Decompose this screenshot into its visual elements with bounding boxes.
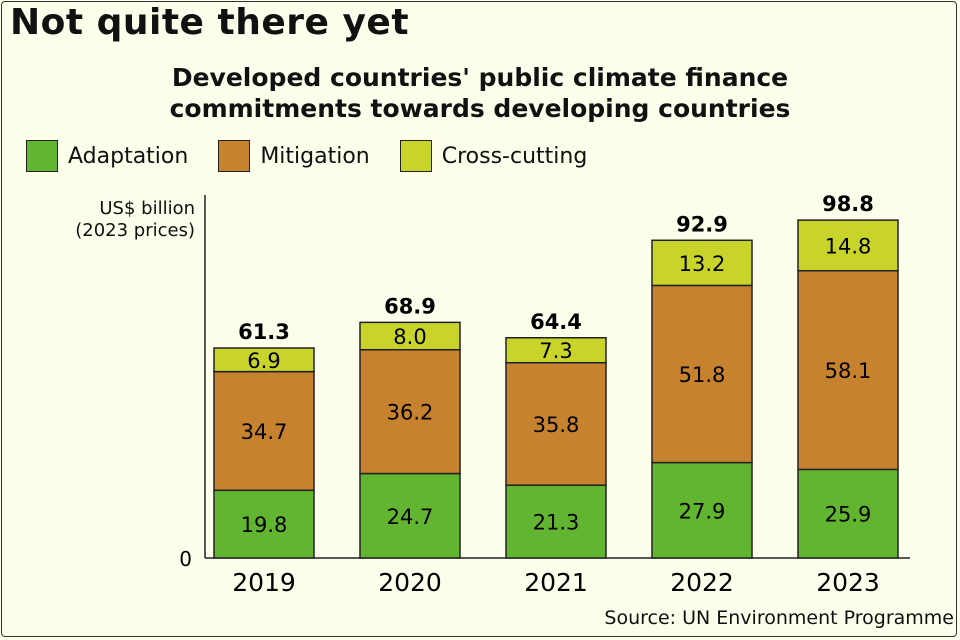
bar-label-cross-cutting-2019: 6.9 <box>247 349 280 373</box>
bar-label-adaptation-2022: 27.9 <box>679 499 726 523</box>
bar-label-mitigation-2020: 36.2 <box>387 401 434 425</box>
source-note: Source: UN Environment Programme <box>604 607 954 629</box>
bar-adaptation-2019 <box>213 489 315 559</box>
legend-item-mitigation: Mitigation <box>218 140 370 172</box>
subtitle-line-2: commitments towards developing countries <box>169 94 791 123</box>
bar-label-mitigation-2023: 58.1 <box>825 359 872 383</box>
unit-line-1: US$ billion <box>99 198 195 219</box>
chart-subtitle: Developed countries' public climate fina… <box>0 62 960 124</box>
total-label-2021: 64.4 <box>530 310 582 334</box>
total-label-2019: 61.3 <box>238 320 290 344</box>
total-label-2023: 98.8 <box>822 192 874 216</box>
unit-line-2: (2023 prices) <box>75 220 195 241</box>
legend-label-mitigation: Mitigation <box>260 143 370 169</box>
bar-label-adaptation-2021: 21.3 <box>533 511 580 535</box>
bar-mitigation-2023 <box>797 269 899 471</box>
bar-mitigation-2020 <box>359 348 461 475</box>
bar-label-mitigation-2022: 51.8 <box>679 363 726 387</box>
bar-cross-cutting-2019 <box>213 347 315 373</box>
legend-label-adaptation: Adaptation <box>68 143 189 169</box>
legend: Adaptation Mitigation Cross-cutting <box>26 140 617 172</box>
legend-swatch-adaptation <box>26 140 58 172</box>
bar-adaptation-2020 <box>359 472 461 559</box>
y-axis-unit: US$ billion (2023 prices) <box>75 198 195 242</box>
y-tick-label-0: 0 <box>179 547 192 571</box>
bar-adaptation-2022 <box>651 461 753 559</box>
legend-item-adaptation: Adaptation <box>26 140 188 172</box>
bar-label-adaptation-2023: 25.9 <box>825 503 872 527</box>
bar-mitigation-2021 <box>505 361 607 486</box>
x-tick-label-2023: 2023 <box>816 568 880 597</box>
bar-cross-cutting-2021 <box>505 337 607 364</box>
bar-label-cross-cutting-2020: 8.0 <box>393 325 426 349</box>
legend-swatch-cross-cutting <box>399 140 432 172</box>
page-title: Not quite there yet <box>10 2 410 43</box>
bar-label-adaptation-2019: 19.8 <box>241 513 288 537</box>
bar-cross-cutting-2020 <box>359 321 461 351</box>
subtitle-line-1: Developed countries' public climate fina… <box>171 63 789 92</box>
x-tick-label-2019: 2019 <box>232 568 296 597</box>
bar-adaptation-2021 <box>505 484 607 559</box>
bar-label-cross-cutting-2021: 7.3 <box>539 339 572 363</box>
bar-adaptation-2023 <box>797 468 899 559</box>
x-tick-label-2021: 2021 <box>524 568 588 597</box>
legend-label-cross-cutting: Cross-cutting <box>441 143 588 169</box>
bar-cross-cutting-2022 <box>651 239 753 287</box>
x-tick-label-2020: 2020 <box>378 568 442 597</box>
total-label-2020: 68.9 <box>384 294 436 318</box>
legend-item-cross-cutting: Cross-cutting <box>399 140 588 172</box>
bar-label-cross-cutting-2023: 14.8 <box>825 234 872 258</box>
bar-label-cross-cutting-2022: 13.2 <box>679 252 726 276</box>
total-label-2022: 92.9 <box>676 212 728 236</box>
x-tick-label-2022: 2022 <box>670 568 734 597</box>
bar-cross-cutting-2023 <box>797 219 899 272</box>
bar-label-mitigation-2021: 35.8 <box>533 413 580 437</box>
bar-label-mitigation-2019: 34.7 <box>241 420 288 444</box>
legend-swatch-mitigation <box>218 140 251 172</box>
bar-label-adaptation-2020: 24.7 <box>387 505 434 529</box>
